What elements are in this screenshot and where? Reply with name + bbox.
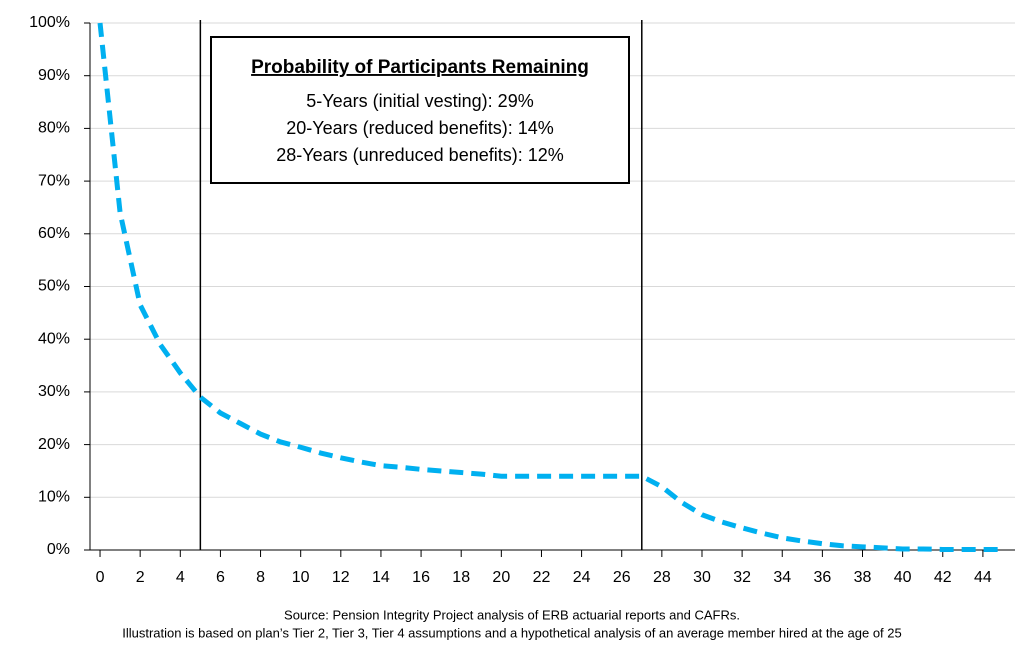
- x-tick-label: 38: [854, 569, 872, 586]
- x-tick-label: 16: [412, 569, 430, 586]
- x-tick-label: 0: [96, 569, 105, 586]
- annotation-line: 5-Years (initial vesting): 29%: [306, 91, 533, 111]
- x-tick-label: 12: [332, 569, 350, 586]
- x-tick-label: 24: [573, 569, 591, 586]
- x-tick-label: 14: [372, 569, 390, 586]
- annotation-line: 28-Years (unreduced benefits): 12%: [276, 145, 564, 165]
- y-tick-label: 30%: [38, 383, 70, 400]
- annotation-box: [210, 36, 630, 184]
- y-tick-label: 50%: [38, 278, 70, 295]
- x-tick-label: 8: [256, 569, 265, 586]
- source-note: Source: Pension Integrity Project analys…: [284, 607, 740, 622]
- x-tick-label: 32: [733, 569, 751, 586]
- x-tick-label: 4: [176, 569, 185, 586]
- y-tick-label: 10%: [38, 489, 70, 506]
- y-tick-label: 40%: [38, 330, 70, 347]
- x-tick-label: 10: [292, 569, 310, 586]
- x-tick-label: 34: [773, 569, 791, 586]
- x-tick-label: 18: [452, 569, 470, 586]
- x-tick-label: 2: [136, 569, 145, 586]
- annotation-title: Probability of Participants Remaining: [251, 57, 589, 78]
- y-tick-label: 70%: [38, 172, 70, 189]
- x-tick-label: 20: [492, 569, 510, 586]
- x-tick-label: 26: [613, 569, 631, 586]
- x-tick-label: 30: [693, 569, 711, 586]
- x-tick-label: 44: [974, 569, 992, 586]
- x-tick-label: 36: [813, 569, 831, 586]
- x-tick-label: 22: [533, 569, 551, 586]
- data-line: [97, 22, 1003, 552]
- footnote: Illustration is based on plan’s Tier 2, …: [122, 625, 902, 640]
- y-tick-label: 60%: [38, 225, 70, 242]
- y-tick-label: 20%: [38, 436, 70, 453]
- y-tick-label: 0%: [47, 541, 70, 558]
- y-tick-label: 80%: [38, 120, 70, 137]
- x-tick-label: 28: [653, 569, 671, 586]
- annotation-line: 20-Years (reduced benefits): 14%: [286, 118, 554, 138]
- x-tick-label: 6: [216, 569, 225, 586]
- x-tick-label: 40: [894, 569, 912, 586]
- y-tick-label: 90%: [38, 67, 70, 84]
- x-tick-label: 42: [934, 569, 952, 586]
- y-tick-label: 100%: [29, 14, 70, 31]
